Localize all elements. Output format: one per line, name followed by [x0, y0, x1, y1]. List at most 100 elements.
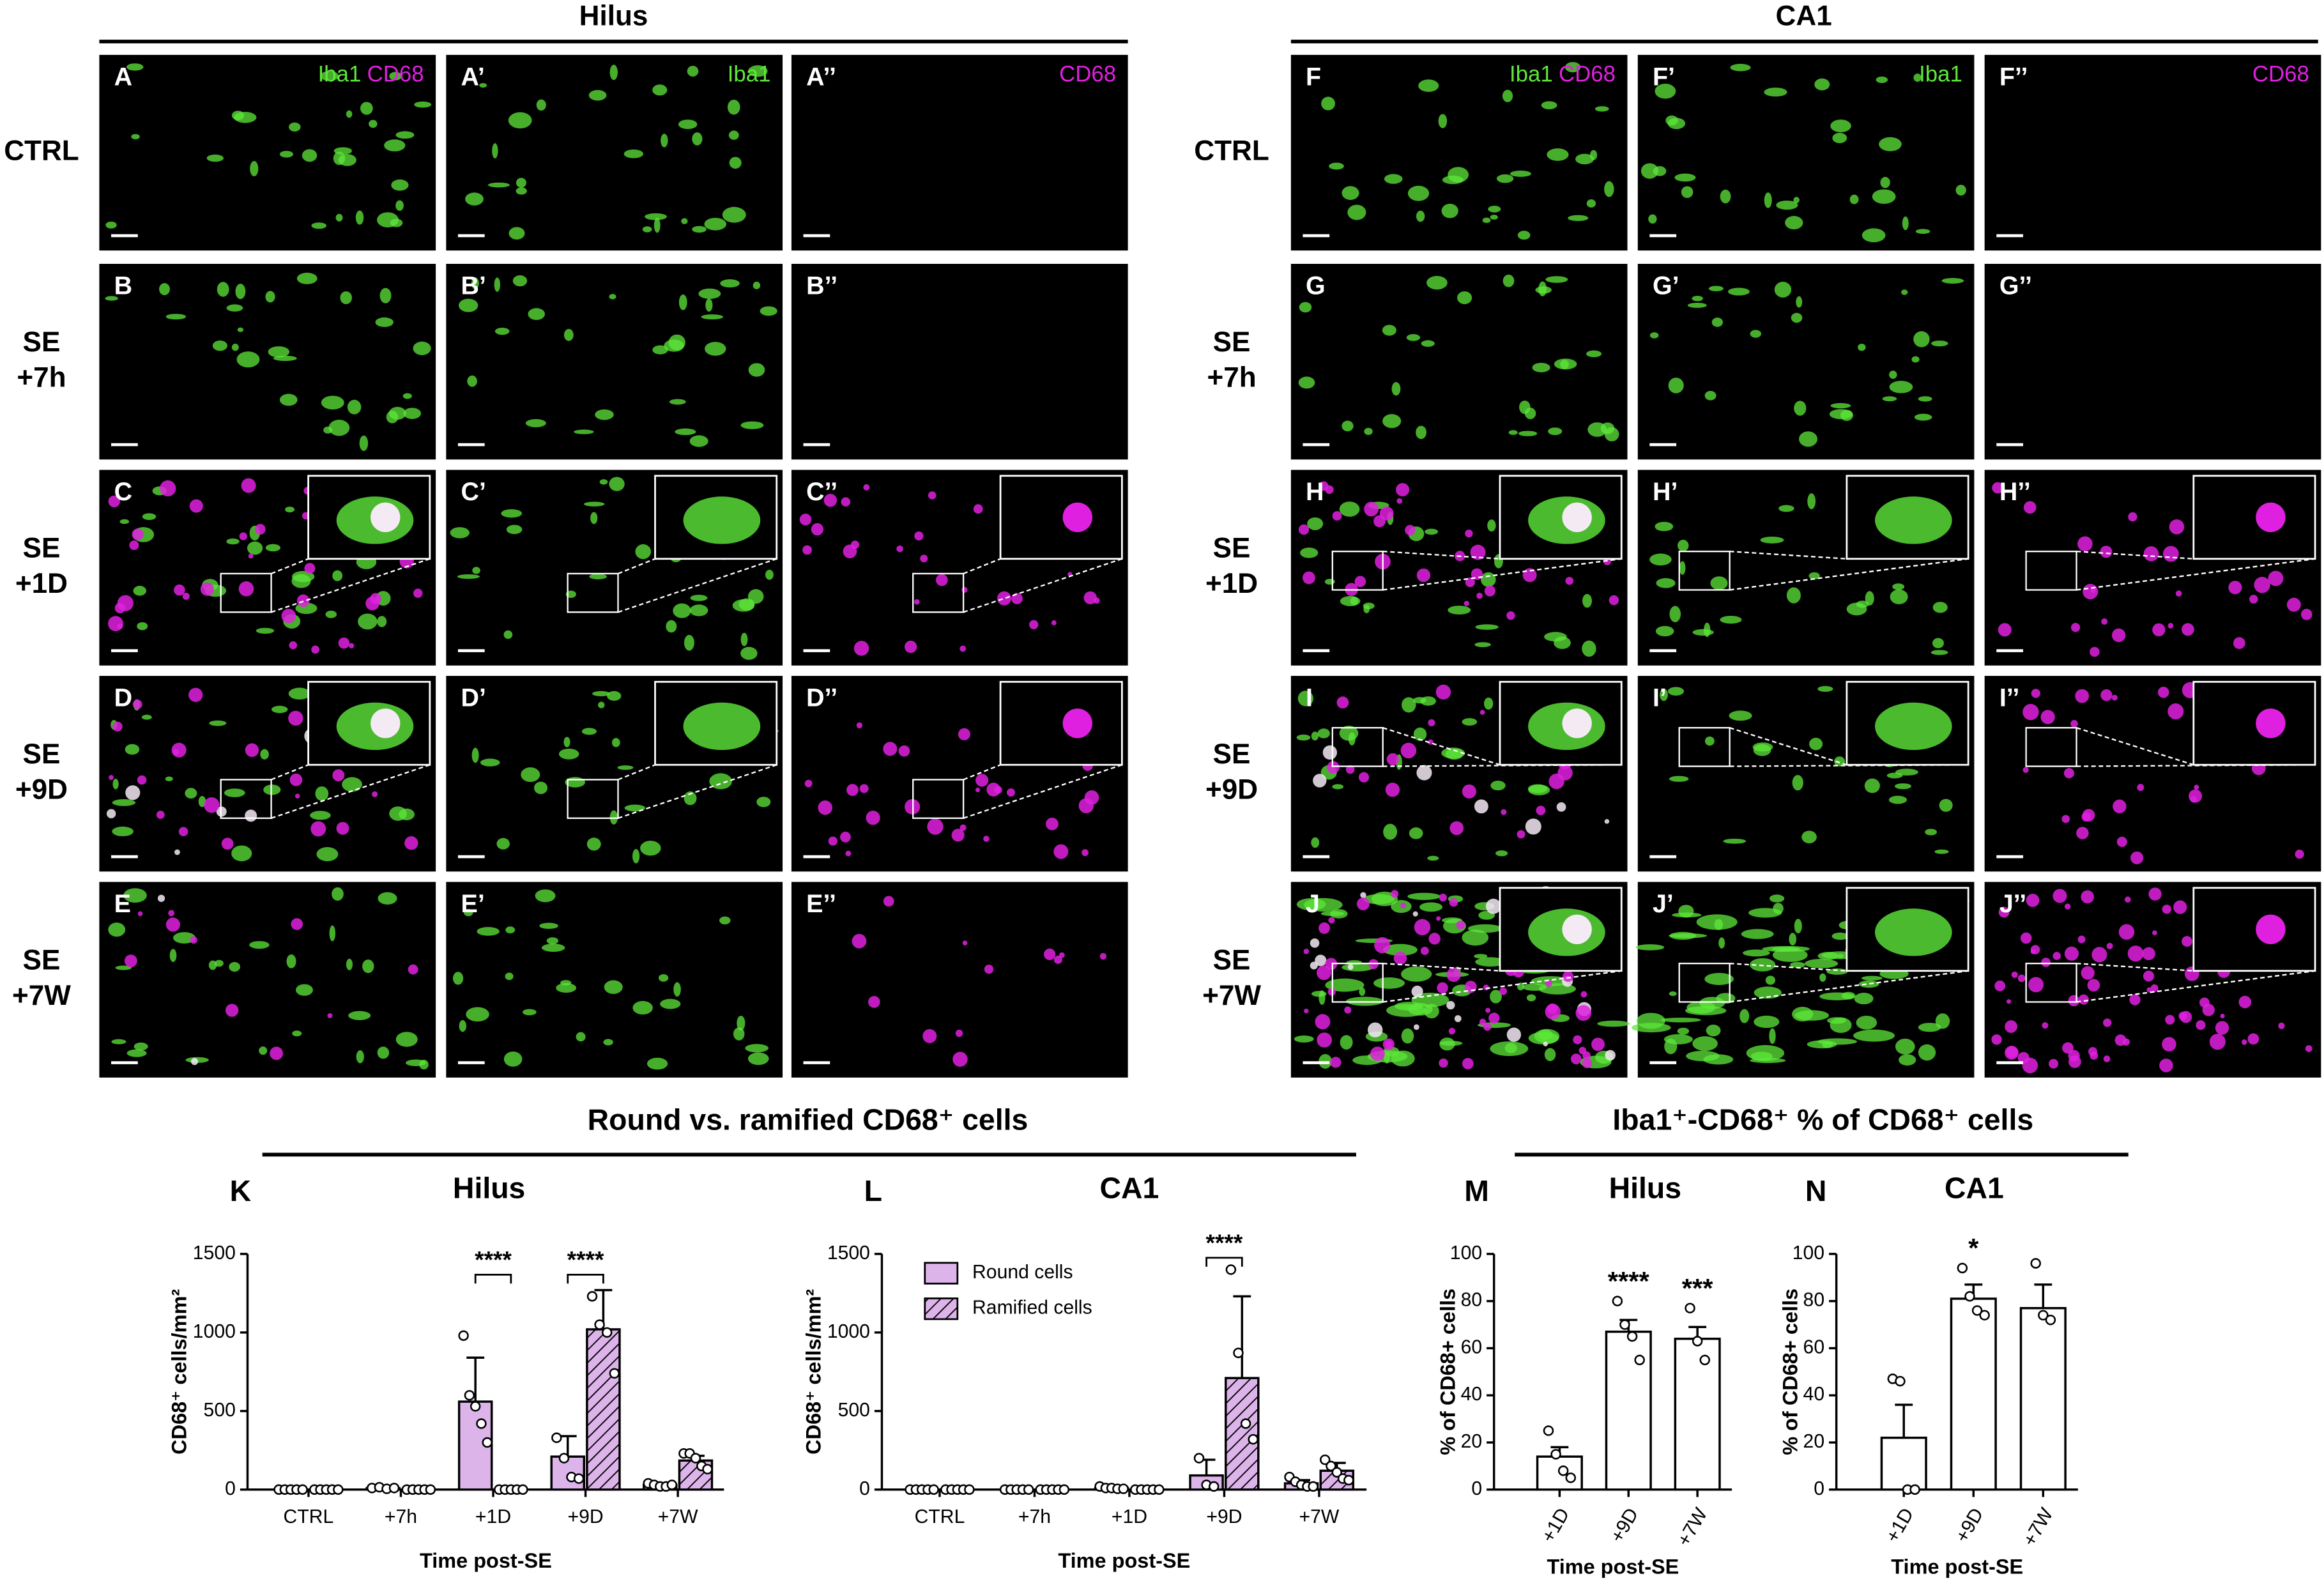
cell — [2130, 851, 2144, 864]
cell — [377, 1046, 390, 1059]
cell — [248, 553, 254, 559]
x-tick-label: +1D — [1112, 1506, 1147, 1527]
row-label: SE — [1213, 944, 1251, 975]
inset-link — [1382, 970, 1622, 1003]
cell — [141, 714, 152, 720]
cell — [1418, 79, 1439, 92]
x-tick-label: +7W — [2019, 1504, 2058, 1550]
cell — [2101, 618, 2108, 625]
bar — [2019, 1306, 2067, 1491]
cell — [131, 134, 140, 140]
cell — [1594, 106, 1609, 112]
row-label: +9D — [15, 774, 68, 806]
cell — [1764, 88, 1787, 97]
cell — [646, 1057, 668, 1070]
cell — [1754, 1015, 1780, 1029]
cell — [1051, 620, 1057, 625]
cell — [740, 421, 764, 429]
cell — [1484, 585, 1495, 597]
cell — [1385, 1041, 1393, 1048]
cell — [802, 545, 812, 555]
cell — [2005, 1020, 2017, 1033]
data-point — [1565, 1472, 1577, 1483]
cell — [525, 418, 546, 427]
cell — [2111, 628, 2126, 643]
cell — [2064, 903, 2071, 910]
cell — [2167, 703, 2184, 720]
cell — [377, 212, 399, 228]
cell — [346, 958, 353, 970]
section-title: Iba1⁺-CD68⁺ % of CD68⁺ cells — [1612, 1103, 2033, 1136]
cell — [450, 527, 470, 539]
cell — [1605, 1050, 1616, 1061]
cell — [1706, 1024, 1721, 1037]
cell — [1570, 1053, 1582, 1064]
cell — [804, 779, 813, 788]
cell — [866, 811, 880, 825]
cell — [1311, 837, 1320, 848]
cell — [898, 745, 910, 757]
y-tick-label: 1000 — [827, 1321, 870, 1342]
cell — [1774, 282, 1792, 298]
cell — [1420, 947, 1429, 955]
y-tick-label: 1500 — [827, 1243, 870, 1264]
cell — [2196, 1020, 2206, 1030]
cell — [748, 65, 768, 77]
cell — [1696, 914, 1738, 930]
data-point — [573, 1473, 585, 1484]
cell — [1385, 783, 1400, 797]
cell — [2127, 945, 2144, 962]
cell — [1502, 274, 1515, 287]
cell — [1445, 748, 1464, 760]
cell — [2169, 519, 2185, 535]
cell — [174, 584, 185, 596]
cell — [226, 304, 243, 312]
panel-letter: L — [864, 1174, 882, 1207]
y-tick-label: 40 — [1461, 1384, 1483, 1405]
y-tick-label: 20 — [1803, 1431, 1825, 1452]
x-tick-label: +7W — [1673, 1504, 1711, 1550]
cell — [1482, 217, 1491, 224]
cell — [1438, 114, 1448, 128]
y-tick-label: 0 — [225, 1478, 236, 1499]
cell — [2182, 936, 2192, 947]
cell — [1386, 753, 1399, 766]
cell — [231, 845, 252, 862]
cell — [237, 327, 244, 332]
cell — [1935, 1013, 1950, 1029]
micrograph: E — [99, 882, 436, 1078]
panel-letter: B’’ — [806, 272, 837, 300]
cell — [958, 728, 970, 740]
cell — [1311, 991, 1327, 997]
cell — [1704, 390, 1716, 401]
cell — [206, 154, 224, 162]
cell — [1342, 420, 1354, 432]
cell — [1538, 281, 1547, 296]
cell — [1315, 1014, 1331, 1030]
cell — [1772, 948, 1808, 962]
channel-label: CD68 — [367, 62, 424, 87]
cell — [1741, 929, 1774, 939]
cell — [2182, 623, 2194, 636]
cell — [182, 592, 190, 600]
x-axis-label: Time post-SE — [1547, 1555, 1679, 1578]
data-point — [1692, 1336, 1703, 1347]
micrograph: G’ — [1637, 264, 1975, 460]
micrograph: J — [1290, 882, 1630, 1078]
data-point — [1626, 1331, 1638, 1342]
data-point — [476, 1418, 487, 1429]
cell — [2070, 623, 2081, 632]
cell — [2070, 720, 2078, 728]
roi-box — [2025, 550, 2077, 591]
cell — [951, 829, 965, 842]
cell — [603, 1039, 613, 1046]
y-tick-label: 100 — [1793, 1243, 1824, 1264]
cell — [457, 574, 480, 579]
cell — [332, 769, 345, 782]
cell — [1332, 784, 1344, 790]
cell — [2128, 512, 2137, 522]
cell — [1792, 1006, 1814, 1022]
cell — [1872, 189, 1896, 204]
cell — [1504, 1043, 1517, 1053]
cell — [348, 1011, 371, 1020]
